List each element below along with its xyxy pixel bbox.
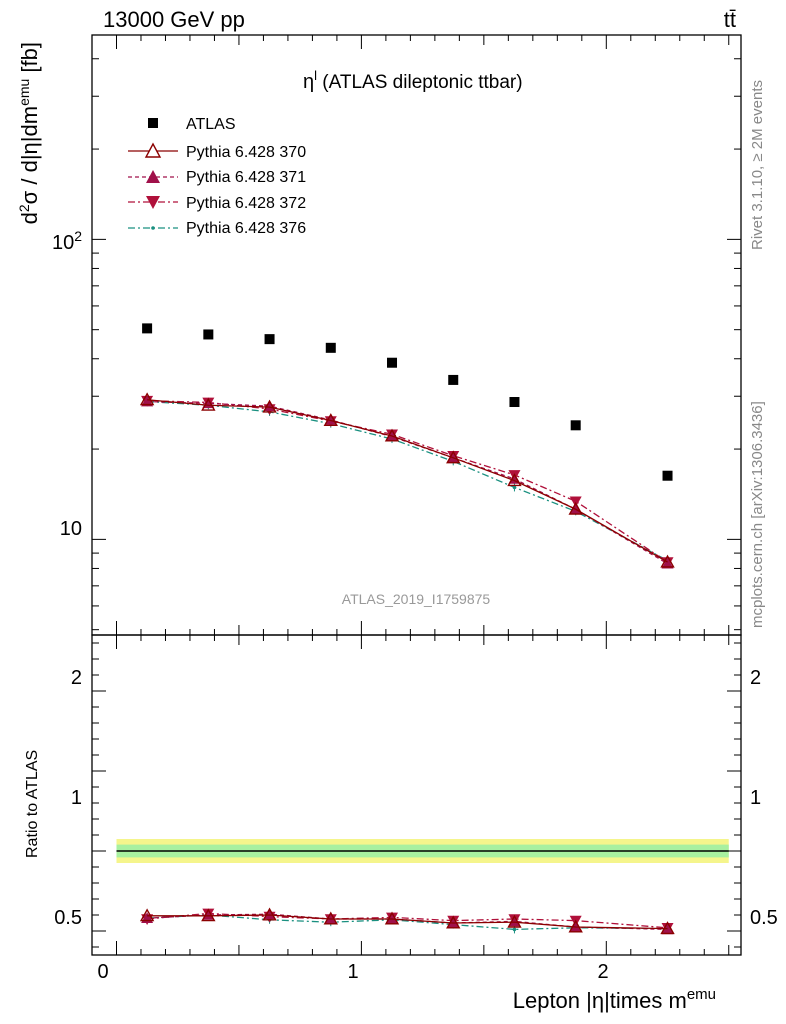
ratio-pythia-6-428-370-point-1 — [201, 908, 216, 922]
ratio-y-axis-label: Ratio to ATLAS — [24, 750, 41, 858]
series-pythia-6-428-371-point-8 — [661, 557, 674, 569]
series-atlas-point-6 — [509, 397, 520, 408]
x-axis-ticks — [115, 35, 730, 955]
ratio-plot-series — [139, 907, 675, 935]
ratio-y-axis-ticks — [92, 642, 741, 948]
rivet-label: Rivet 3.1.10, ≥ 2M events — [749, 80, 766, 250]
y-axis-label: d2σ / d|η|dmemu [fb] — [16, 42, 42, 224]
ratio-tick-label-2: 2 — [71, 667, 82, 689]
series-atlas-point-1 — [203, 329, 214, 340]
ratio-pythia-6-428-370-point-6 — [507, 914, 522, 928]
legend-marker-370 — [144, 142, 162, 158]
legend-label-370: Pythia 6.428 370 — [186, 144, 306, 161]
series-pythia-6-428-370-line — [147, 399, 668, 563]
source-label: mcplots.cern.ch [arXiv:1306.3436] — [749, 401, 766, 628]
series-pythia-6-428-371-point-3 — [324, 413, 337, 425]
ratio-tick-label-1-right: 1 — [750, 787, 761, 809]
ratio-pythia-6-428-370-point-7 — [568, 919, 583, 933]
main-plot-series — [139, 323, 675, 569]
ratio-tick-label-0.5-right: 0.5 — [750, 907, 778, 929]
y-tick-label-100: 102 — [52, 228, 82, 254]
ratio-tick-label-0.5: 0.5 — [54, 907, 82, 929]
legend-label-371: Pythia 6.428 371 — [186, 169, 306, 186]
ratio-pythia-6-428-370-point-3 — [323, 911, 338, 925]
series-atlas-point-8 — [662, 470, 673, 481]
series-pythia-6-428-370-point-1 — [201, 397, 216, 411]
series-pythia-6-428-370-point-6 — [507, 473, 522, 487]
series-atlas-point-5 — [448, 374, 459, 385]
plot-title: ηl (ATLAS dileptonic ttbar) — [303, 68, 523, 93]
ratio-plot-frame — [91, 634, 742, 956]
ratio-tick-label-1: 1 — [71, 787, 82, 809]
ratio-pythia-6-428-371-point-6 — [508, 915, 521, 927]
legend-marker-376 — [151, 226, 155, 230]
series-pythia-6-428-370-point-7 — [568, 501, 583, 515]
ratio-pythia-6-428-370-line — [147, 914, 668, 930]
series-atlas-point-4 — [387, 357, 398, 368]
x-axis-label: Lepton |η|times memu — [513, 986, 716, 1013]
x-tick-label-2: 2 — [597, 961, 608, 983]
series-pythia-6-428-371-point-0 — [141, 395, 154, 407]
series-atlas-point-3 — [325, 342, 336, 353]
x-tick-label-1: 1 — [347, 961, 358, 983]
series-pythia-6-428-370-point-0 — [139, 392, 155, 406]
series-pythia-6-428-370-point-4 — [384, 428, 400, 442]
legend-marker-372 — [146, 196, 160, 209]
ratio-pythia-6-428-370-point-4 — [384, 911, 400, 925]
series-atlas-point-7 — [570, 420, 581, 431]
ratio-pythia-6-428-370-point-2 — [262, 907, 277, 921]
energy-label: 13000 GeV pp — [103, 7, 245, 32]
series-pythia-6-428-370-point-5 — [446, 450, 461, 464]
x-tick-label-0: 0 — [97, 961, 108, 983]
ratio-uncertainty-band — [116, 839, 729, 863]
legend-label-atlas: ATLAS — [186, 116, 236, 133]
ratio-tick-label-2-right: 2 — [750, 667, 761, 689]
legend: ATLAS Pythia 6.428 370 Pythia 6.428 371 … — [128, 116, 306, 237]
series-pythia-6-428-370-point-2 — [262, 399, 277, 413]
legend-marker-atlas — [148, 118, 158, 128]
legend-label-376: Pythia 6.428 376 — [186, 220, 306, 237]
ratio-pythia-6-428-370-point-5 — [446, 915, 461, 929]
series-pythia-6-428-372-line — [147, 400, 668, 563]
process-label: tt̄ — [724, 7, 736, 32]
main-y-axis-ticks — [92, 58, 741, 631]
analysis-watermark: ATLAS_2019_I1759875 — [342, 591, 491, 607]
series-pythia-6-428-376-line — [147, 400, 668, 562]
series-atlas-point-2 — [264, 334, 275, 345]
series-pythia-6-428-370-point-8 — [660, 554, 675, 568]
ratio-pythia-6-428-370-point-0 — [139, 908, 155, 922]
ratio-pythia-6-428-371-point-2 — [263, 908, 276, 919]
ratio-pythia-6-428-371-point-1 — [202, 909, 215, 920]
ratio-pythia-6-428-370-point-8 — [660, 921, 675, 935]
ratio-pythia-6-428-371-point-8 — [661, 923, 674, 935]
series-pythia-6-428-370-point-3 — [323, 413, 338, 427]
y-tick-label-10: 10 — [60, 518, 82, 540]
legend-marker-371 — [146, 170, 160, 183]
series-atlas-point-0 — [142, 323, 153, 334]
legend-label-372: Pythia 6.428 372 — [186, 195, 306, 212]
series-pythia-6-428-371-line — [147, 400, 668, 565]
